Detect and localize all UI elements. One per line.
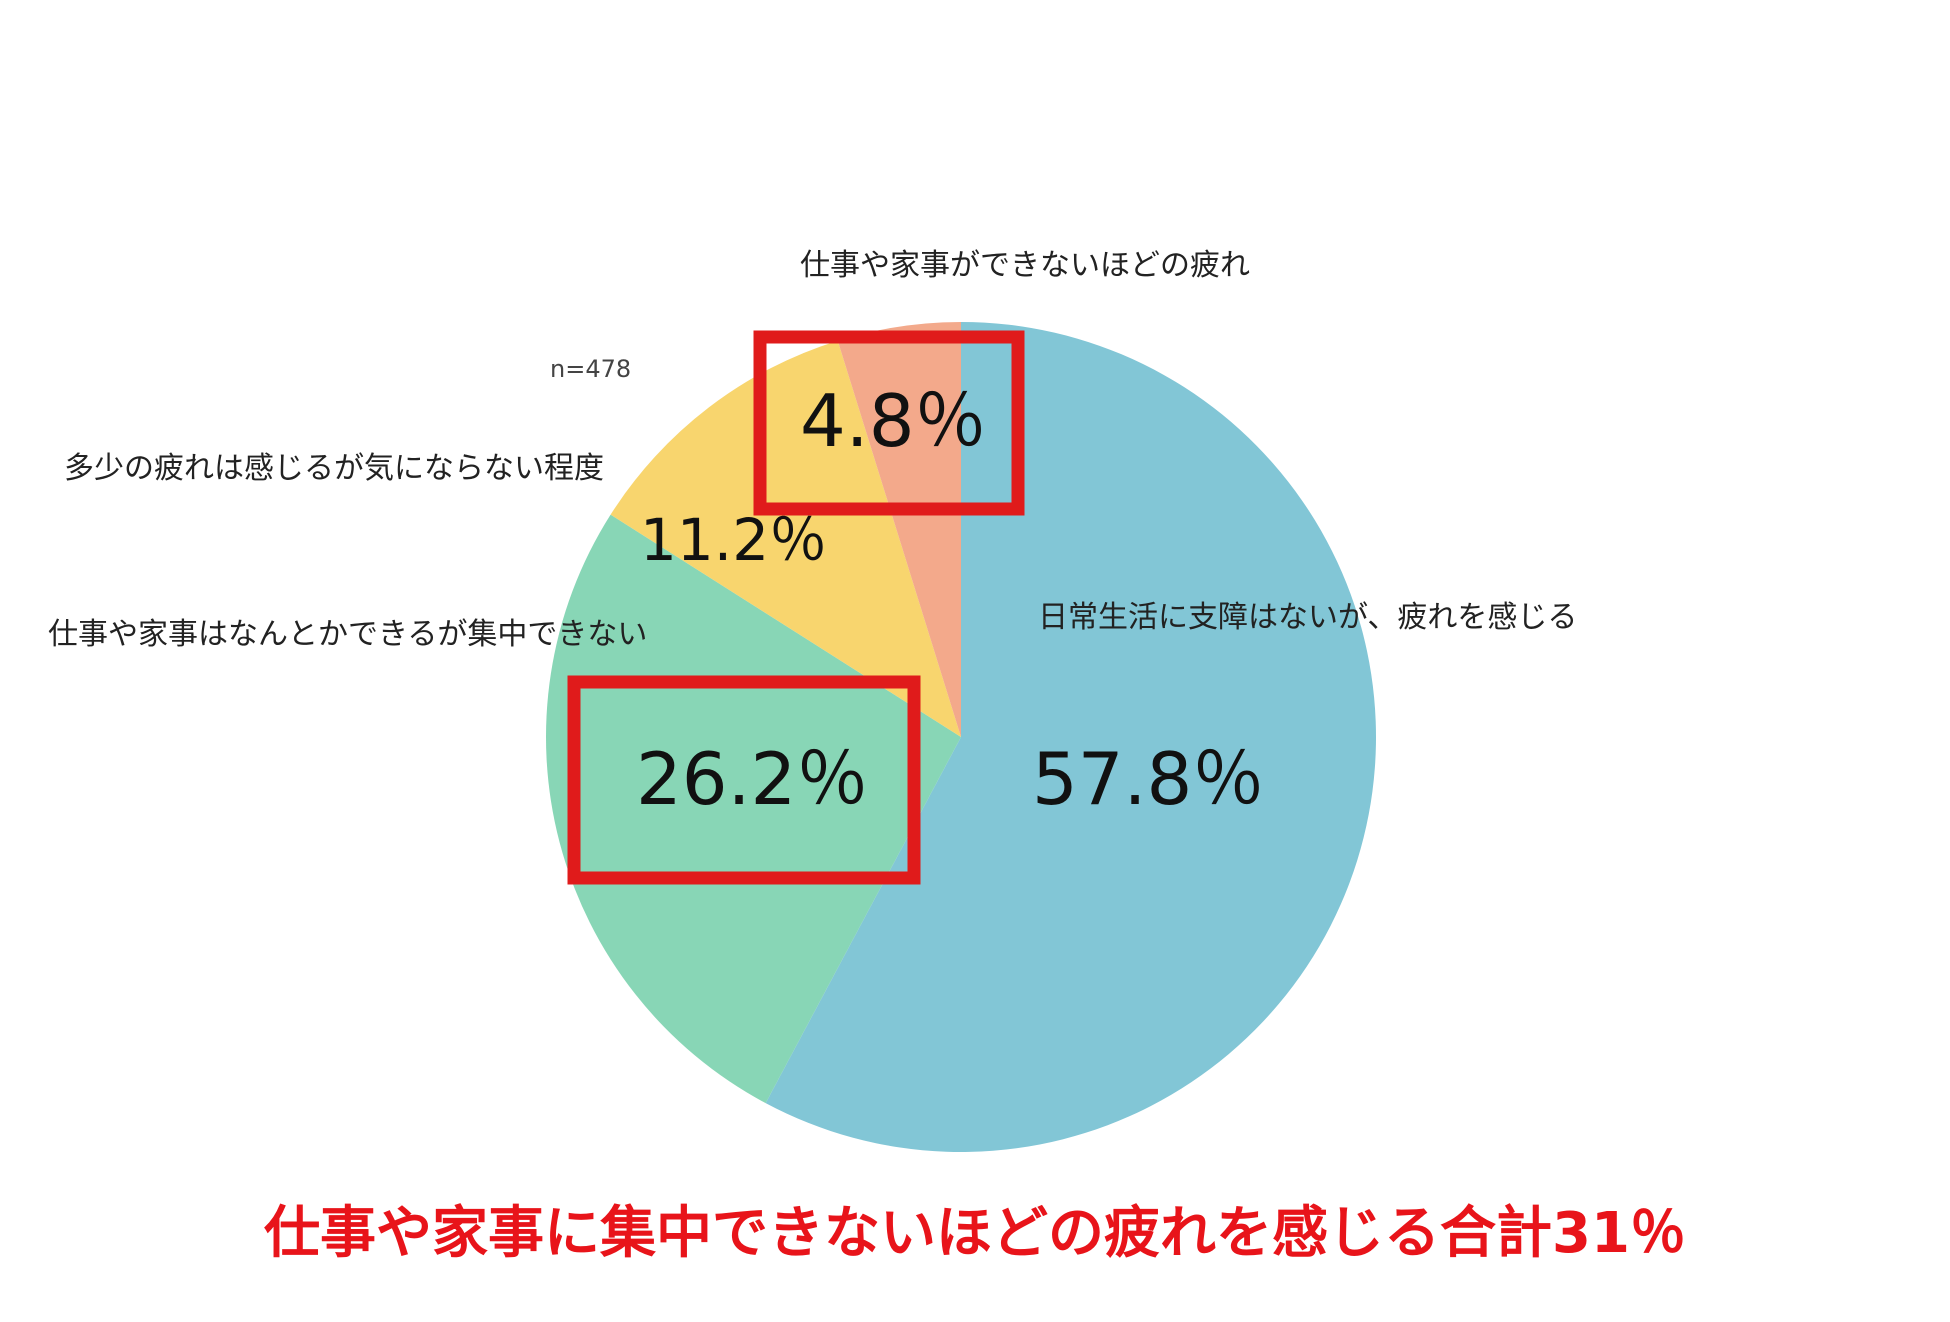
pie-slices (545, 322, 1377, 1152)
value-label-concentration: 26.2％ (636, 737, 868, 821)
category-label-concentration: 仕事や家事はなんとかできるが集中できない (48, 617, 647, 652)
highlight-box-fatigue (753, 330, 1025, 516)
summary-caption: 仕事や家事に集中できないほどの疲れを感じる合計31％ (264, 1201, 1686, 1266)
sample-size-label: n=478 (550, 355, 631, 383)
value-label-fatigue: 4.8％ (800, 379, 987, 463)
category-label-minor: 多少の疲れは感じるが気にならない程度 (64, 451, 604, 486)
highlight-box-concentration (567, 675, 921, 885)
pie-slice-fatigue (837, 322, 961, 737)
category-label-fatigue: 仕事や家事ができないほどの疲れ (800, 248, 1250, 283)
category-label-daily: 日常生活に支障はないが、疲れを感じる (1038, 600, 1577, 635)
pie-slice-daily (765, 322, 1377, 1152)
value-label-daily: 57.8％ (1032, 737, 1264, 821)
pie-slice-minor (610, 340, 961, 737)
pie-slice-concentration (545, 514, 961, 1104)
value-label-minor: 11.2％ (640, 506, 827, 574)
pie-chart: n=478 仕事や家事ができないほどの疲れ 多少の疲れは感じるが気にならない程度… (48, 248, 1577, 1152)
